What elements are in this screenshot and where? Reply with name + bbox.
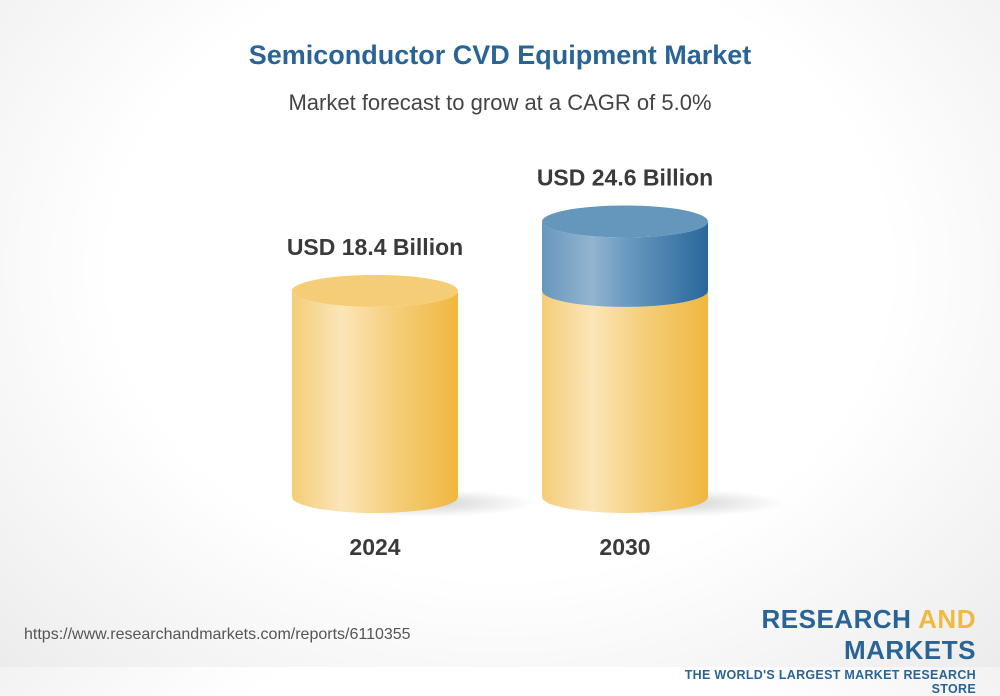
- research-and-markets-logo: RESEARCH AND MARKETS THE WORLD'S LARGEST…: [640, 604, 976, 696]
- cylinder-chart: USD 18.4 Billion 2024 USD 24.6 Billion 2030: [287, 164, 785, 560]
- cylinder-body-base: [542, 290, 708, 513]
- logo-tagline: THE WORLD'S LARGEST MARKET RESEARCH STOR…: [684, 668, 976, 696]
- logo-text-and: AND: [918, 604, 976, 634]
- logo-text-research: RESEARCH: [761, 604, 919, 634]
- cylinder-top-base: [292, 274, 458, 307]
- cylinder-body-growth: [542, 221, 708, 307]
- data-label: USD 24.6 Billion: [537, 164, 713, 190]
- source-url[interactable]: https://www.researchandmarkets.com/repor…: [24, 626, 411, 643]
- chart-subtitle: Market forecast to grow at a CAGR of 5.0…: [288, 90, 712, 115]
- category-label: 2024: [349, 534, 400, 560]
- cylinder-body-base: [292, 290, 458, 513]
- logo-text-markets: MARKETS: [843, 635, 976, 665]
- category-label: 2030: [599, 534, 650, 560]
- data-label: USD 18.4 Billion: [287, 234, 463, 260]
- chart-title: Semiconductor CVD Equipment Market: [248, 40, 752, 70]
- cylinder-top-growth: [542, 205, 708, 238]
